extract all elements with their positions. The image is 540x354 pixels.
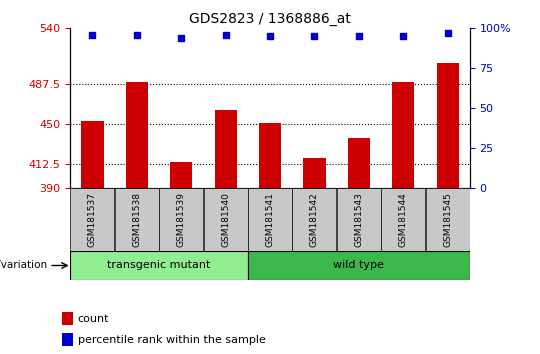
- FancyBboxPatch shape: [426, 188, 470, 251]
- Text: GSM181544: GSM181544: [399, 192, 408, 247]
- Text: genotype/variation: genotype/variation: [0, 261, 48, 270]
- Bar: [82, 121, 104, 188]
- Text: percentile rank within the sample: percentile rank within the sample: [78, 335, 266, 345]
- Bar: [126, 82, 148, 188]
- Point: [221, 32, 230, 38]
- Point: [399, 34, 408, 39]
- Text: GSM181539: GSM181539: [177, 192, 186, 247]
- FancyBboxPatch shape: [248, 188, 292, 251]
- Text: GSM181540: GSM181540: [221, 192, 230, 247]
- Point: [443, 30, 452, 36]
- Bar: [62, 312, 73, 325]
- Text: wild type: wild type: [333, 261, 384, 270]
- FancyBboxPatch shape: [115, 188, 159, 251]
- Text: GSM181537: GSM181537: [88, 192, 97, 247]
- FancyBboxPatch shape: [337, 188, 381, 251]
- Text: GSM181545: GSM181545: [443, 192, 452, 247]
- Point: [88, 32, 97, 38]
- Text: GSM181543: GSM181543: [354, 192, 363, 247]
- Bar: [436, 63, 458, 188]
- FancyBboxPatch shape: [248, 251, 470, 280]
- FancyBboxPatch shape: [159, 188, 203, 251]
- Text: GSM181542: GSM181542: [310, 192, 319, 247]
- Bar: [259, 123, 281, 188]
- FancyBboxPatch shape: [293, 188, 336, 251]
- FancyBboxPatch shape: [70, 188, 114, 251]
- Bar: [348, 138, 370, 188]
- Bar: [214, 110, 237, 188]
- Text: GSM181538: GSM181538: [132, 192, 141, 247]
- Bar: [392, 82, 414, 188]
- FancyBboxPatch shape: [70, 251, 248, 280]
- Point: [354, 34, 363, 39]
- Text: count: count: [78, 314, 109, 324]
- Bar: [62, 333, 73, 346]
- Bar: [303, 158, 326, 188]
- Title: GDS2823 / 1368886_at: GDS2823 / 1368886_at: [189, 12, 351, 26]
- Point: [177, 35, 186, 41]
- Bar: [170, 162, 192, 188]
- FancyBboxPatch shape: [381, 188, 425, 251]
- Text: transgenic mutant: transgenic mutant: [107, 261, 211, 270]
- Point: [266, 34, 274, 39]
- Point: [310, 34, 319, 39]
- Text: GSM181541: GSM181541: [266, 192, 274, 247]
- Point: [132, 32, 141, 38]
- FancyBboxPatch shape: [204, 188, 247, 251]
